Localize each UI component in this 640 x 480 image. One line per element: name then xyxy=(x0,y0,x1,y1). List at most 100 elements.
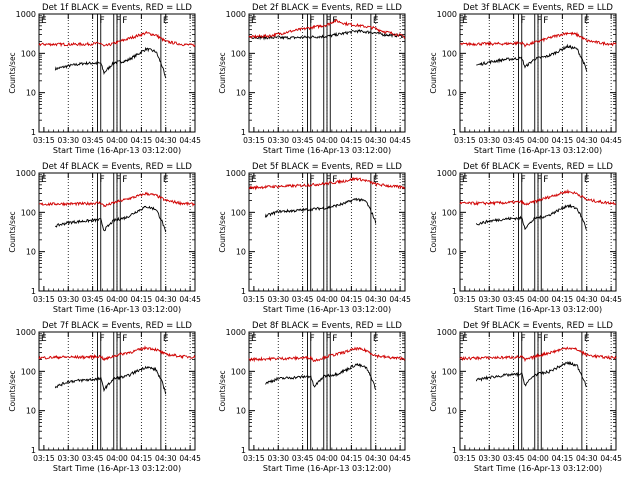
y-tick-label: 1 xyxy=(452,446,457,455)
marker-label: F xyxy=(122,175,127,185)
panel-title: Det 5f BLACK = Events, RED = LLD xyxy=(252,162,402,172)
y-tick-label: 100 xyxy=(231,49,246,58)
marker-label: F xyxy=(116,16,121,26)
events-line xyxy=(54,205,167,233)
marker-label: F xyxy=(100,334,105,344)
marker-label: F xyxy=(326,334,331,344)
lld-line xyxy=(459,346,617,363)
y-tick-label: 1000 xyxy=(437,328,457,337)
y-tick-label: 100 xyxy=(442,367,457,376)
marker-label: E xyxy=(251,16,257,26)
y-tick-label: 1 xyxy=(241,446,246,455)
panel-title: Det 3f BLACK = Events, RED = LLD xyxy=(463,3,613,13)
marker-label: F xyxy=(100,16,105,26)
marker-label: F xyxy=(122,334,127,344)
y-tick-label: 1000 xyxy=(437,10,457,19)
events-line xyxy=(264,197,377,224)
x-tick-label: 03:45 xyxy=(503,136,525,145)
marker-label: F xyxy=(537,16,542,26)
marker-label: F xyxy=(100,175,105,185)
y-tick-label: 1 xyxy=(452,128,457,137)
marker-label: E xyxy=(373,334,379,344)
marker-label: E xyxy=(41,16,47,26)
y-tick-label: 1 xyxy=(31,287,36,296)
x-tick-label: 04:45 xyxy=(600,295,622,304)
x-tick-label: 03:30 xyxy=(57,136,79,145)
marker-label: F xyxy=(310,16,315,26)
x-tick-label: 04:45 xyxy=(179,454,201,463)
x-tick-label: 04:15 xyxy=(341,136,363,145)
y-tick-label: 1 xyxy=(452,287,457,296)
y-tick-label: 100 xyxy=(231,208,246,217)
marker-label: E xyxy=(373,16,379,26)
x-tick-label: 03:15 xyxy=(33,295,55,304)
panel-title: Det 9f BLACK = Events, RED = LLD xyxy=(463,321,613,331)
x-tick-label: 03:15 xyxy=(454,136,476,145)
lld-line xyxy=(248,176,406,191)
x-tick-label: 04:30 xyxy=(576,295,598,304)
x-tick-label: 04:30 xyxy=(155,454,177,463)
x-tick-label: 03:30 xyxy=(478,136,500,145)
x-tick-label: 04:30 xyxy=(365,454,387,463)
y-tick-label: 1 xyxy=(241,128,246,137)
x-tick-label: 04:45 xyxy=(179,295,201,304)
events-line xyxy=(54,46,167,79)
marker-label: F xyxy=(543,16,548,26)
marker-label: F xyxy=(310,334,315,344)
marker-label: F xyxy=(521,175,526,185)
marker-label: F xyxy=(537,175,542,185)
x-tick-label: 03:45 xyxy=(82,454,104,463)
marker-label: E xyxy=(41,334,47,344)
marker-label: F xyxy=(122,16,127,26)
marker-label: F xyxy=(326,175,331,185)
x-tick-label: 03:45 xyxy=(82,136,104,145)
y-axis-label: Counts/sec xyxy=(8,211,17,252)
x-axis-label: Start Time (16-Apr-13 03:12:00) xyxy=(263,305,391,314)
y-tick-label: 1000 xyxy=(226,328,246,337)
events-line xyxy=(475,361,588,388)
marker-label: E xyxy=(251,175,257,185)
y-tick-label: 1 xyxy=(31,128,36,137)
y-tick-label: 10 xyxy=(236,248,246,257)
panel-title: Det 4f BLACK = Events, RED = LLD xyxy=(42,162,192,172)
y-tick-label: 10 xyxy=(26,248,36,257)
x-tick-label: 04:00 xyxy=(106,136,128,145)
x-tick-label: 03:15 xyxy=(243,136,265,145)
x-tick-label: 03:45 xyxy=(503,454,525,463)
y-tick-label: 100 xyxy=(231,367,246,376)
y-tick-label: 1000 xyxy=(226,169,246,178)
x-tick-label: 04:00 xyxy=(316,454,338,463)
x-tick-label: 03:15 xyxy=(243,454,265,463)
events-line xyxy=(265,362,377,390)
y-tick-label: 1000 xyxy=(226,10,246,19)
x-tick-label: 04:00 xyxy=(316,136,338,145)
x-tick-label: 04:15 xyxy=(131,454,153,463)
x-tick-label: 03:45 xyxy=(292,454,314,463)
x-tick-label: 04:30 xyxy=(576,454,598,463)
panel-title: Det 6f BLACK = Events, RED = LLD xyxy=(463,162,613,172)
marker-label: E xyxy=(163,175,169,185)
x-tick-label: 04:30 xyxy=(155,295,177,304)
x-tick-label: 04:15 xyxy=(131,136,153,145)
y-axis-label: Counts/sec xyxy=(429,211,438,252)
marker-label: F xyxy=(116,334,121,344)
x-tick-label: 04:15 xyxy=(341,454,363,463)
y-tick-label: 10 xyxy=(447,89,457,98)
x-axis-label: Start Time (16-Apr-13 03:12:00) xyxy=(53,146,181,155)
y-tick-label: 100 xyxy=(21,208,36,217)
x-axis-label: Start Time (16-Apr-13 03:12:00) xyxy=(474,146,602,155)
x-tick-label: 03:30 xyxy=(57,295,79,304)
y-tick-label: 1000 xyxy=(16,328,36,337)
panel-title: Det 1f BLACK = Events, RED = LLD xyxy=(42,3,192,13)
x-tick-label: 04:30 xyxy=(365,136,387,145)
marker-label: E xyxy=(373,175,379,185)
y-tick-label: 1000 xyxy=(16,10,36,19)
lld-line xyxy=(459,188,617,206)
y-tick-label: 10 xyxy=(447,407,457,416)
